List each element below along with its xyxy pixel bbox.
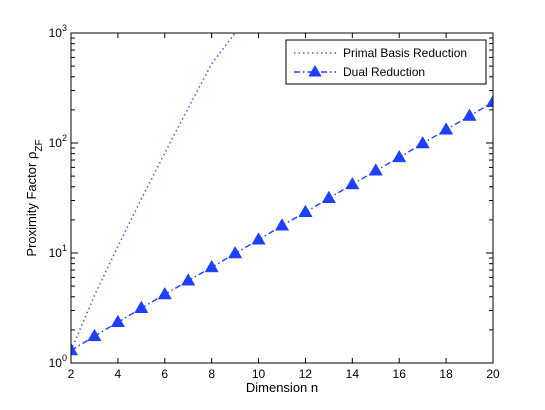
data-point-dual-reduction	[274, 218, 290, 231]
y-tick-label-base: 10	[49, 26, 63, 40]
y-tick-label-exponent: 0	[62, 353, 67, 363]
y-axis-label-main: Proximity Factor ρ	[24, 152, 39, 257]
data-point-dual-reduction	[87, 328, 102, 342]
x-tick-label: 16	[393, 367, 407, 381]
data-point-dual-reduction	[368, 163, 383, 176]
legend-box	[285, 39, 487, 85]
y-tick-label-base: 10	[49, 246, 63, 260]
y-tick-label-base: 10	[49, 356, 63, 370]
data-point-dual-reduction	[392, 149, 407, 163]
data-point-dual-reduction	[251, 232, 266, 245]
x-tick-label: 2	[68, 367, 75, 381]
data-point-dual-reduction	[439, 122, 454, 135]
data-point-dual-reduction	[110, 314, 125, 327]
x-tick-label: 10	[252, 367, 266, 381]
x-tick-label: 18	[439, 367, 453, 381]
y-axis-label-subscript: ZF	[34, 139, 45, 151]
data-point-dual-reduction	[298, 204, 313, 217]
data-point-dual-reduction	[415, 135, 430, 149]
x-tick-label: 20	[486, 367, 500, 381]
y-tick-label: 100	[49, 353, 67, 370]
y-tick-label-exponent: 3	[62, 23, 67, 33]
legend: Primal Basis Reduction Dual Reduction	[285, 39, 487, 85]
y-tick-label-exponent: 1	[62, 243, 67, 253]
y-tick-label-base: 10	[49, 136, 63, 150]
series-line-primal-basis-reduction	[71, 33, 236, 351]
plot-lines	[71, 33, 493, 356]
x-tick-label: 12	[299, 367, 313, 381]
plot-frame	[70, 32, 494, 364]
data-point-dual-reduction	[71, 342, 79, 356]
y-axis-label: Proximity Factor ρZF	[24, 139, 45, 256]
legend-marker-dual-reduction	[308, 65, 322, 77]
x-tick-label: 4	[115, 367, 122, 381]
data-point-dual-reduction	[204, 259, 219, 273]
x-tick-label: 8	[208, 367, 215, 381]
data-point-dual-reduction	[181, 273, 196, 286]
x-axis-ticks: 2 4 6 8 10 12 14 16 18 20	[68, 33, 500, 381]
data-point-dual-reduction	[345, 176, 360, 190]
x-tick-label: 14	[346, 367, 360, 381]
data-point-dual-reduction	[157, 286, 172, 300]
y-tick-label: 101	[49, 243, 67, 260]
legend-label-dual-reduction: Dual Reduction	[343, 65, 425, 79]
data-point-dual-reduction	[485, 94, 493, 107]
y-tick-label: 102	[49, 133, 67, 150]
x-tick-label: 6	[161, 367, 168, 381]
y-tick-label: 103	[49, 23, 67, 40]
data-point-dual-reduction	[321, 190, 336, 203]
data-point-dual-reduction	[228, 245, 243, 259]
data-point-dual-reduction	[134, 300, 149, 313]
legend-label-primal-basis-reduction: Primal Basis Reduction	[343, 46, 467, 60]
x-axis-label: Dimension n	[246, 380, 318, 395]
y-tick-label-exponent: 2	[62, 133, 67, 143]
data-point-dual-reduction	[462, 108, 477, 121]
